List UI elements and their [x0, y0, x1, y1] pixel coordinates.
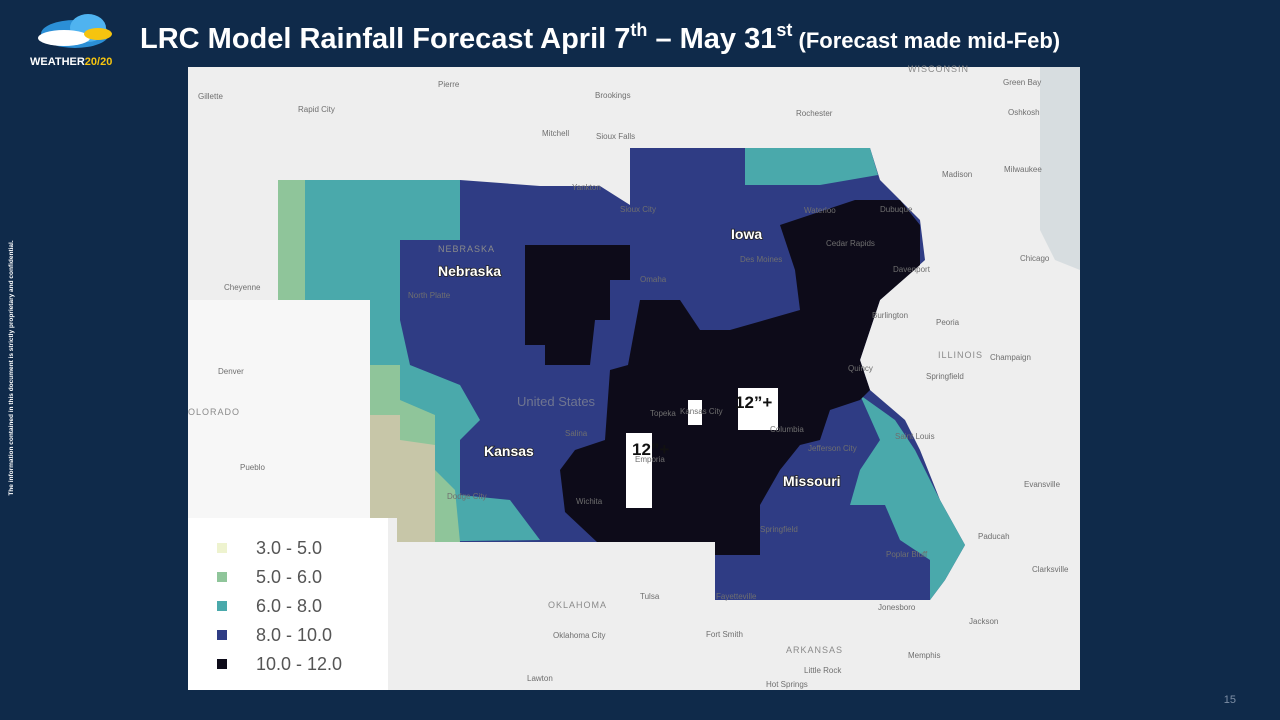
- logo-number: 20/20: [85, 56, 113, 68]
- logo-brand: WEATHER: [30, 56, 85, 68]
- title-sup: st: [776, 20, 792, 40]
- place-label: Champaign: [990, 353, 1031, 362]
- place-label: Burlington: [872, 311, 908, 320]
- region-fill: [850, 395, 965, 600]
- place-label: Omaha: [640, 275, 667, 284]
- place-label: Rochester: [796, 109, 833, 118]
- place-label: Dodge City: [447, 492, 487, 501]
- place-label: Paducah: [978, 532, 1010, 541]
- legend: 3.0 - 5.0 5.0 - 6.0 6.0 - 8.0 8.0 - 10.0 10.…: [217, 538, 342, 674]
- logo-text: WEATHER20/20: [30, 56, 112, 68]
- place-label: Springfield: [926, 372, 964, 381]
- place-label: Oshkosh: [1008, 108, 1040, 117]
- place-label: Denver: [218, 367, 244, 376]
- place-label: Cedar Rapids: [826, 239, 875, 248]
- legend-swatch: [217, 659, 227, 669]
- place-label: Pierre: [438, 80, 460, 89]
- place-label: Fayetteville: [716, 592, 757, 601]
- place-label: Brookings: [595, 91, 631, 100]
- title-sup: th: [630, 20, 647, 40]
- place-label: Cheyenne: [224, 283, 261, 292]
- place-label: Fort Smith: [706, 630, 743, 639]
- place-label: Jefferson City: [808, 444, 857, 453]
- legend-label: 3.0 - 5.0: [256, 538, 322, 558]
- place-label: Peoria: [936, 318, 960, 327]
- place-label: Chicago: [1020, 254, 1050, 263]
- place-label: Clarksville: [1032, 565, 1069, 574]
- place-label: Columbia: [770, 425, 804, 434]
- state-label: NEBRASKA: [438, 244, 495, 254]
- region-label: Nebraska: [438, 263, 501, 279]
- legend-label: 5.0 - 6.0: [256, 567, 322, 587]
- map: Gillette Pierre Brookings Rapid City Mit…: [188, 64, 1080, 690]
- disclaimer: The information contained in this docume…: [8, 240, 15, 496]
- region-fill: [278, 180, 305, 300]
- place-label: Sioux City: [620, 205, 656, 214]
- place-label: Hot Springs: [766, 680, 808, 689]
- place-label: Wichita: [576, 497, 603, 506]
- region-label: Iowa: [731, 226, 762, 242]
- place-label: Topeka: [650, 409, 676, 418]
- place-label: Saint Louis: [895, 432, 935, 441]
- place-label: Lawton: [527, 674, 553, 683]
- place-label: Madison: [942, 170, 972, 179]
- place-label: Waterloo: [804, 206, 836, 215]
- place-label: Jackson: [969, 617, 998, 626]
- place-label: Springfield: [760, 525, 798, 534]
- annotation: 12”+: [632, 440, 669, 459]
- title-part: LRC Model Rainfall Forecast April 7: [140, 23, 630, 55]
- place-label: Pueblo: [240, 463, 265, 472]
- state-label: OLORADO: [188, 407, 240, 417]
- region-fill: [745, 148, 878, 185]
- annotation: 12”+: [735, 393, 772, 412]
- legend-swatch: [217, 543, 227, 553]
- title-part: – May 31: [647, 23, 776, 55]
- state-label: ARKANSAS: [786, 645, 843, 655]
- place-label: Quincy: [848, 364, 873, 373]
- place-label: Poplar Bluff: [886, 550, 928, 559]
- title-part: (Forecast made mid-Feb): [792, 28, 1060, 53]
- legend-label: 8.0 - 10.0: [256, 625, 332, 645]
- place-label: Mitchell: [542, 129, 569, 138]
- region-fill: [525, 245, 630, 365]
- title: LRC Model Rainfall Forecast April 7th – …: [140, 20, 1060, 55]
- region-label: Missouri: [783, 473, 841, 489]
- state-label: OKLAHOMA: [548, 600, 607, 610]
- place-label: Yankton: [572, 183, 601, 192]
- country-label: United States: [517, 394, 596, 409]
- state-label: ILLINOIS: [938, 350, 983, 360]
- place-label: Sioux Falls: [596, 132, 635, 141]
- region-label: Kansas: [484, 443, 534, 459]
- place-label: Memphis: [908, 651, 940, 660]
- place-label: Emporia: [635, 455, 665, 464]
- legend-swatch: [217, 572, 227, 582]
- region-fill: [278, 180, 460, 320]
- place-label: Kansas City: [680, 407, 723, 416]
- state-label: WISCONSIN: [908, 64, 969, 74]
- place-label: Salina: [565, 429, 588, 438]
- legend-label: 10.0 - 12.0: [256, 654, 342, 674]
- place-label: Jonesboro: [878, 603, 916, 612]
- place-label: Little Rock: [804, 666, 842, 675]
- place-label: Davenport: [893, 265, 931, 274]
- place-label: Green Bay: [1003, 78, 1041, 87]
- place-label: Gillette: [198, 92, 223, 101]
- place-label: Tulsa: [640, 592, 660, 601]
- logo: WEATHER20/20: [30, 14, 112, 68]
- legend-label: 6.0 - 8.0: [256, 596, 322, 616]
- place-label: North Platte: [408, 291, 451, 300]
- legend-swatch: [217, 630, 227, 640]
- page-number: 15: [1224, 694, 1236, 706]
- place-label: Dubuque: [880, 205, 913, 214]
- place-label: Milwaukee: [1004, 165, 1042, 174]
- legend-swatch: [217, 601, 227, 611]
- place-label: Rapid City: [298, 105, 335, 114]
- place-label: Oklahoma City: [553, 631, 605, 640]
- place-label: Evansville: [1024, 480, 1061, 489]
- place-label: Des Moines: [740, 255, 782, 264]
